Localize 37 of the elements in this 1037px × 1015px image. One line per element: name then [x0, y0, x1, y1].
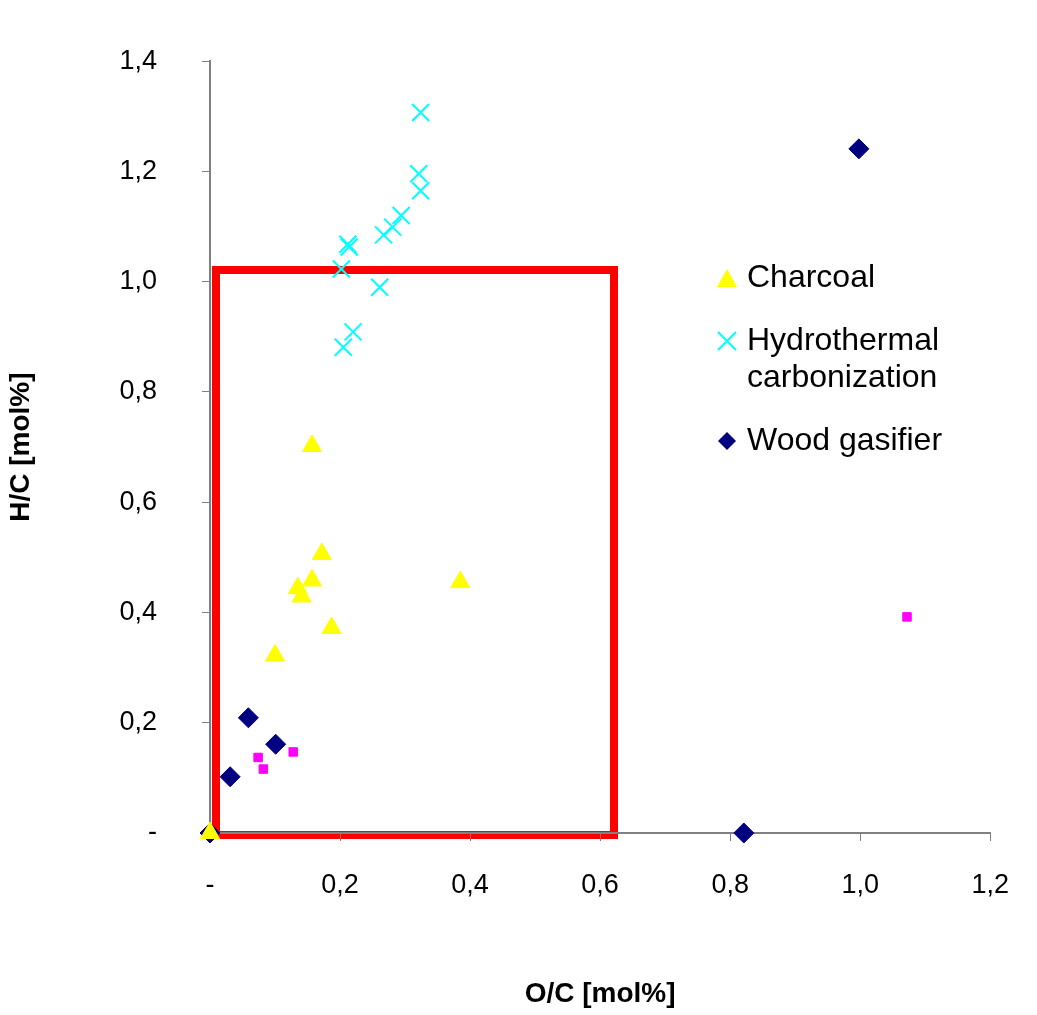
y-tick-label: 0,6	[119, 485, 157, 516]
point	[265, 733, 287, 755]
point	[902, 612, 912, 622]
point	[253, 752, 263, 763]
point	[237, 707, 259, 729]
point	[343, 322, 363, 342]
point	[374, 225, 394, 245]
y-tick-label: 1,4	[119, 44, 157, 75]
y-axis-title: H/C [mol%]	[3, 372, 35, 522]
x-tick-label: 1,0	[841, 868, 879, 899]
x-tick-label: 0,4	[451, 868, 489, 899]
y-tick-label: 0,2	[119, 706, 157, 737]
legend-label: Hydrothermal carbonization	[747, 321, 941, 395]
y-tick-label: 0,8	[119, 375, 157, 406]
point	[219, 766, 241, 788]
y-tick-label: 1,2	[119, 154, 157, 185]
point	[288, 747, 298, 757]
x-tick-label: 0,8	[711, 868, 749, 899]
x-axis-title: O/C [mol%]	[524, 976, 676, 1008]
y-tick-label: 0,4	[119, 595, 157, 626]
point	[370, 277, 390, 297]
point	[333, 337, 353, 357]
x-tick-label: 0,2	[321, 868, 359, 899]
point	[733, 822, 755, 844]
point	[331, 259, 351, 279]
point	[411, 102, 431, 122]
point	[391, 206, 411, 226]
point	[258, 764, 269, 774]
y-tick-label: -	[148, 816, 157, 847]
point	[383, 217, 403, 237]
point	[848, 138, 870, 160]
legend-label: Charcoal	[747, 258, 876, 295]
x-tick-label: 0,6	[581, 868, 619, 899]
legend-label: Wood gasifier	[747, 421, 943, 458]
x-tick-label: 1,2	[971, 868, 1010, 899]
x-tick-label: -	[205, 868, 215, 899]
y-tick-label: 1,0	[119, 265, 157, 296]
